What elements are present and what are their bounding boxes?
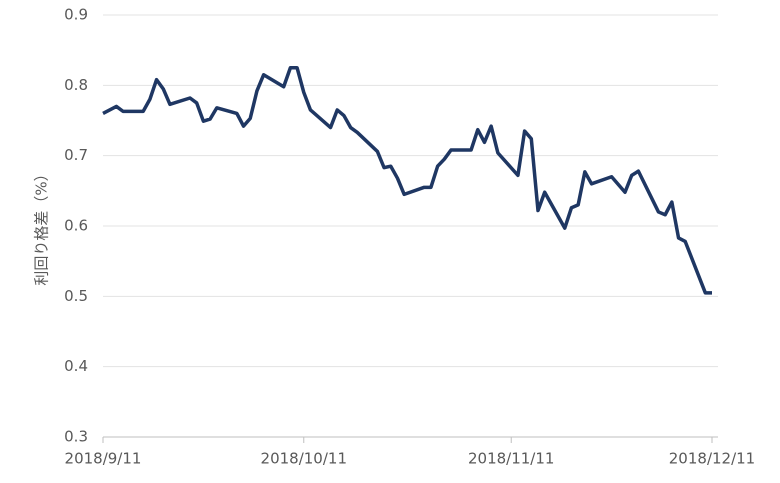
x-tick-label: 2018/10/11 — [261, 450, 347, 468]
y-tick-label: 0.4 — [64, 357, 88, 375]
data-line — [102, 66, 712, 295]
y-tick-label: 0.8 — [64, 76, 88, 94]
y-tick-label: 0.7 — [64, 146, 88, 164]
y-tick-label: 0.5 — [64, 287, 88, 305]
x-tick-label: 2018/12/11 — [669, 450, 755, 468]
y-tick-label: 0.6 — [64, 217, 88, 235]
x-tick-label: 2018/11/11 — [468, 450, 554, 468]
x-tick-label: 2018/9/11 — [65, 450, 142, 468]
y-axis-label: 利回り格差（%） — [33, 166, 51, 285]
y-tick-label: 0.3 — [64, 428, 88, 446]
y-tick-label: 0.9 — [64, 6, 88, 24]
